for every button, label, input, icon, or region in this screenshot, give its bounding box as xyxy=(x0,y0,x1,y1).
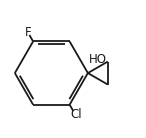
Text: HO: HO xyxy=(89,53,107,66)
Text: F: F xyxy=(24,26,31,39)
Text: Cl: Cl xyxy=(70,108,82,121)
